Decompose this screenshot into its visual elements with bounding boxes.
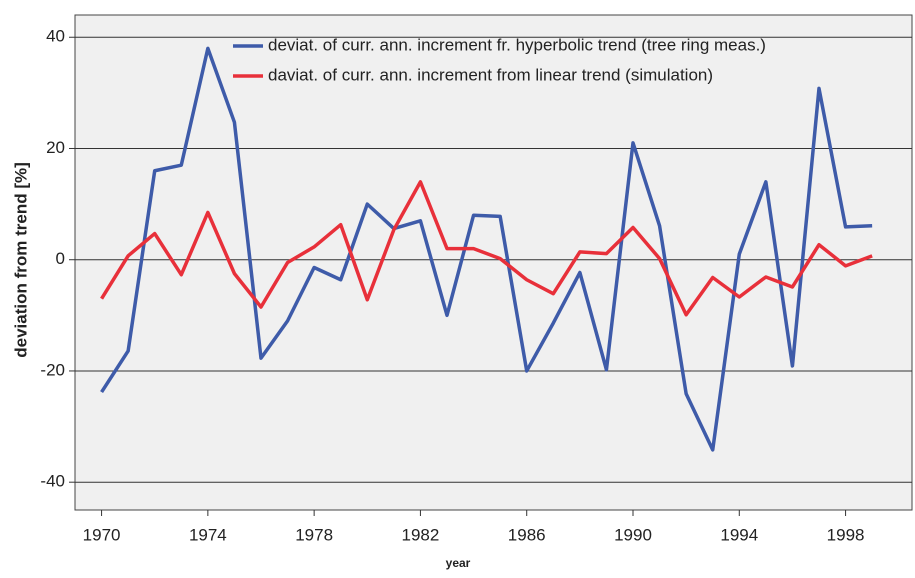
x-tick-label: 1990: [614, 525, 652, 544]
x-tick-label: 1994: [720, 525, 758, 544]
y-tick-label: 20: [46, 138, 65, 157]
y-tick-label: -20: [40, 360, 65, 379]
y-tick-label: -40: [40, 472, 65, 491]
series-line: [100, 180, 873, 317]
plot-area: [74, 14, 913, 511]
x-tick-label: 1974: [189, 525, 227, 544]
x-tick-label: 1978: [295, 525, 333, 544]
y-tick-label: 40: [46, 27, 65, 46]
x-tick-label: 1982: [402, 525, 440, 544]
legend-label: daviat. of curr. ann. increment from lin…: [268, 65, 713, 84]
legend-label: deviat. of curr. ann. increment fr. hype…: [268, 35, 766, 54]
x-tick-label: 1970: [83, 525, 121, 544]
series-line: [100, 46, 873, 452]
x-tick-label: 1998: [827, 525, 865, 544]
x-tick-label: 1986: [508, 525, 546, 544]
x-axis-label: year: [446, 556, 471, 570]
y-axis-label: deviation from trend [%]: [11, 162, 30, 358]
y-tick-label: 0: [56, 249, 65, 268]
